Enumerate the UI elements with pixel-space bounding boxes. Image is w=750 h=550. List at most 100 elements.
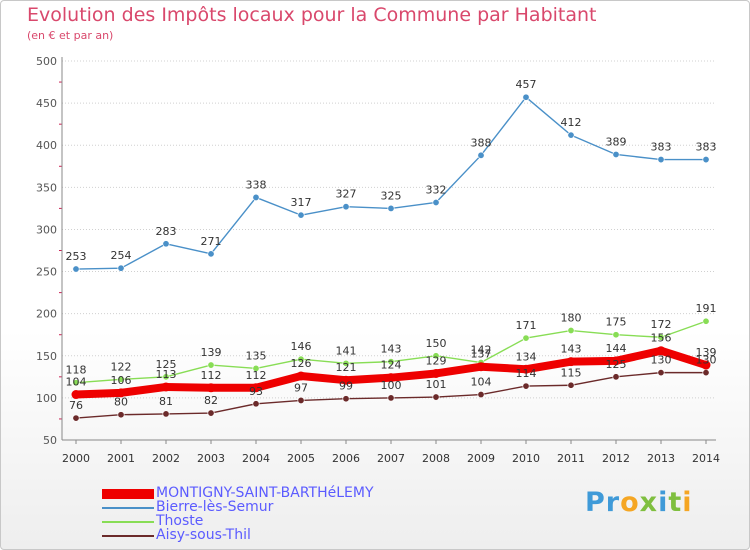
data-label: 122 — [111, 360, 132, 373]
data-label: 172 — [651, 318, 672, 331]
x-tick-label: 2003 — [197, 452, 225, 465]
data-label: 332 — [426, 183, 447, 196]
data-label: 130 — [696, 354, 717, 367]
data-label: 457 — [516, 78, 537, 91]
x-tick-label: 2004 — [242, 452, 270, 465]
data-point — [657, 333, 665, 341]
x-tick-label: 2005 — [287, 452, 315, 465]
data-point — [387, 394, 395, 402]
data-label: 388 — [471, 136, 492, 149]
data-label: 383 — [651, 141, 672, 154]
data-point — [477, 151, 485, 159]
data-label: 113 — [156, 368, 177, 381]
data-point — [251, 383, 261, 393]
data-label: 125 — [156, 358, 177, 371]
data-point — [612, 331, 620, 339]
data-label: 143 — [381, 343, 402, 356]
data-point — [342, 395, 350, 403]
data-label: 80 — [114, 396, 128, 409]
y-tick-label: 250 — [36, 266, 57, 279]
y-tick-label: 350 — [36, 181, 57, 194]
data-point — [567, 327, 575, 335]
data-label: 121 — [336, 361, 357, 374]
data-point — [702, 317, 710, 325]
legend-swatch — [102, 528, 154, 544]
chart-title: Evolution des Impôts locaux pour la Comm… — [27, 4, 597, 26]
legend-label: Aisy-sous-Thil — [156, 527, 251, 543]
y-tick-label: 500 — [36, 55, 57, 68]
x-tick-label: 2008 — [422, 452, 450, 465]
data-point — [342, 359, 350, 367]
data-point — [207, 250, 215, 258]
legend-label: MONTIGNY-SAINT-BARTHéLEMY — [156, 485, 374, 501]
data-point — [116, 388, 126, 398]
x-tick-label: 2007 — [377, 452, 405, 465]
x-tick-label: 2006 — [332, 452, 360, 465]
data-point — [206, 383, 216, 393]
data-label: 338 — [246, 178, 267, 191]
data-point — [72, 265, 80, 273]
data-label: 383 — [696, 141, 717, 154]
data-point — [72, 414, 80, 422]
data-point — [71, 390, 81, 400]
data-point — [296, 371, 306, 381]
data-point — [476, 362, 486, 372]
data-point — [162, 410, 170, 418]
data-point — [657, 156, 665, 164]
data-label: 101 — [426, 378, 447, 391]
data-label: 129 — [426, 354, 447, 367]
data-label: 327 — [336, 188, 357, 201]
x-tick-label: 2011 — [557, 452, 585, 465]
x-tick-label: 2013 — [647, 452, 675, 465]
data-label: 191 — [696, 302, 717, 315]
data-label: 317 — [291, 196, 312, 209]
legend-label: Thoste — [156, 513, 204, 529]
data-point — [521, 364, 531, 374]
data-label: 112 — [201, 369, 222, 382]
data-label: 93 — [249, 385, 263, 398]
data-point — [657, 369, 665, 377]
data-point — [252, 193, 260, 201]
data-label: 143 — [561, 343, 582, 356]
y-tick-label: 450 — [36, 97, 57, 110]
data-label: 254 — [111, 249, 132, 262]
data-label: 124 — [381, 359, 402, 372]
line-chart: 50 100 150 200 250 300 350 400 450 500 2000 2001 200… — [36, 55, 720, 465]
data-point — [297, 211, 305, 219]
y-tick-label: 200 — [36, 308, 57, 321]
y-tick-label: 150 — [36, 350, 57, 363]
data-label: 125 — [606, 358, 627, 371]
data-label: 106 — [111, 374, 132, 387]
data-point — [612, 373, 620, 381]
data-point — [387, 204, 395, 212]
data-label: 144 — [606, 342, 627, 355]
proxiti-logo: Proxiti — [585, 487, 693, 518]
data-point — [117, 375, 125, 383]
data-point — [432, 393, 440, 401]
data-point — [477, 391, 485, 399]
data-point — [432, 198, 440, 206]
data-label: 114 — [516, 367, 537, 380]
data-point — [522, 382, 530, 390]
data-label: 81 — [159, 395, 173, 408]
data-label: 253 — [66, 250, 87, 263]
data-point — [341, 375, 351, 385]
data-point — [252, 364, 260, 372]
data-label: 139 — [201, 346, 222, 359]
data-point — [702, 156, 710, 164]
data-label: 325 — [381, 189, 402, 202]
data-label: 171 — [516, 319, 537, 332]
data-label: 99 — [339, 380, 353, 393]
y-tick-label: 400 — [36, 139, 57, 152]
data-point — [432, 352, 440, 360]
x-tick-label: 2009 — [467, 452, 495, 465]
data-label: 82 — [204, 394, 218, 407]
legend-swatch — [102, 486, 154, 502]
data-label: 283 — [156, 225, 177, 238]
data-label: 134 — [516, 350, 537, 363]
data-label: 139 — [696, 346, 717, 359]
data-point — [702, 369, 710, 377]
data-point — [431, 368, 441, 378]
data-label: 271 — [201, 235, 222, 248]
x-tick-label: 2000 — [62, 452, 90, 465]
